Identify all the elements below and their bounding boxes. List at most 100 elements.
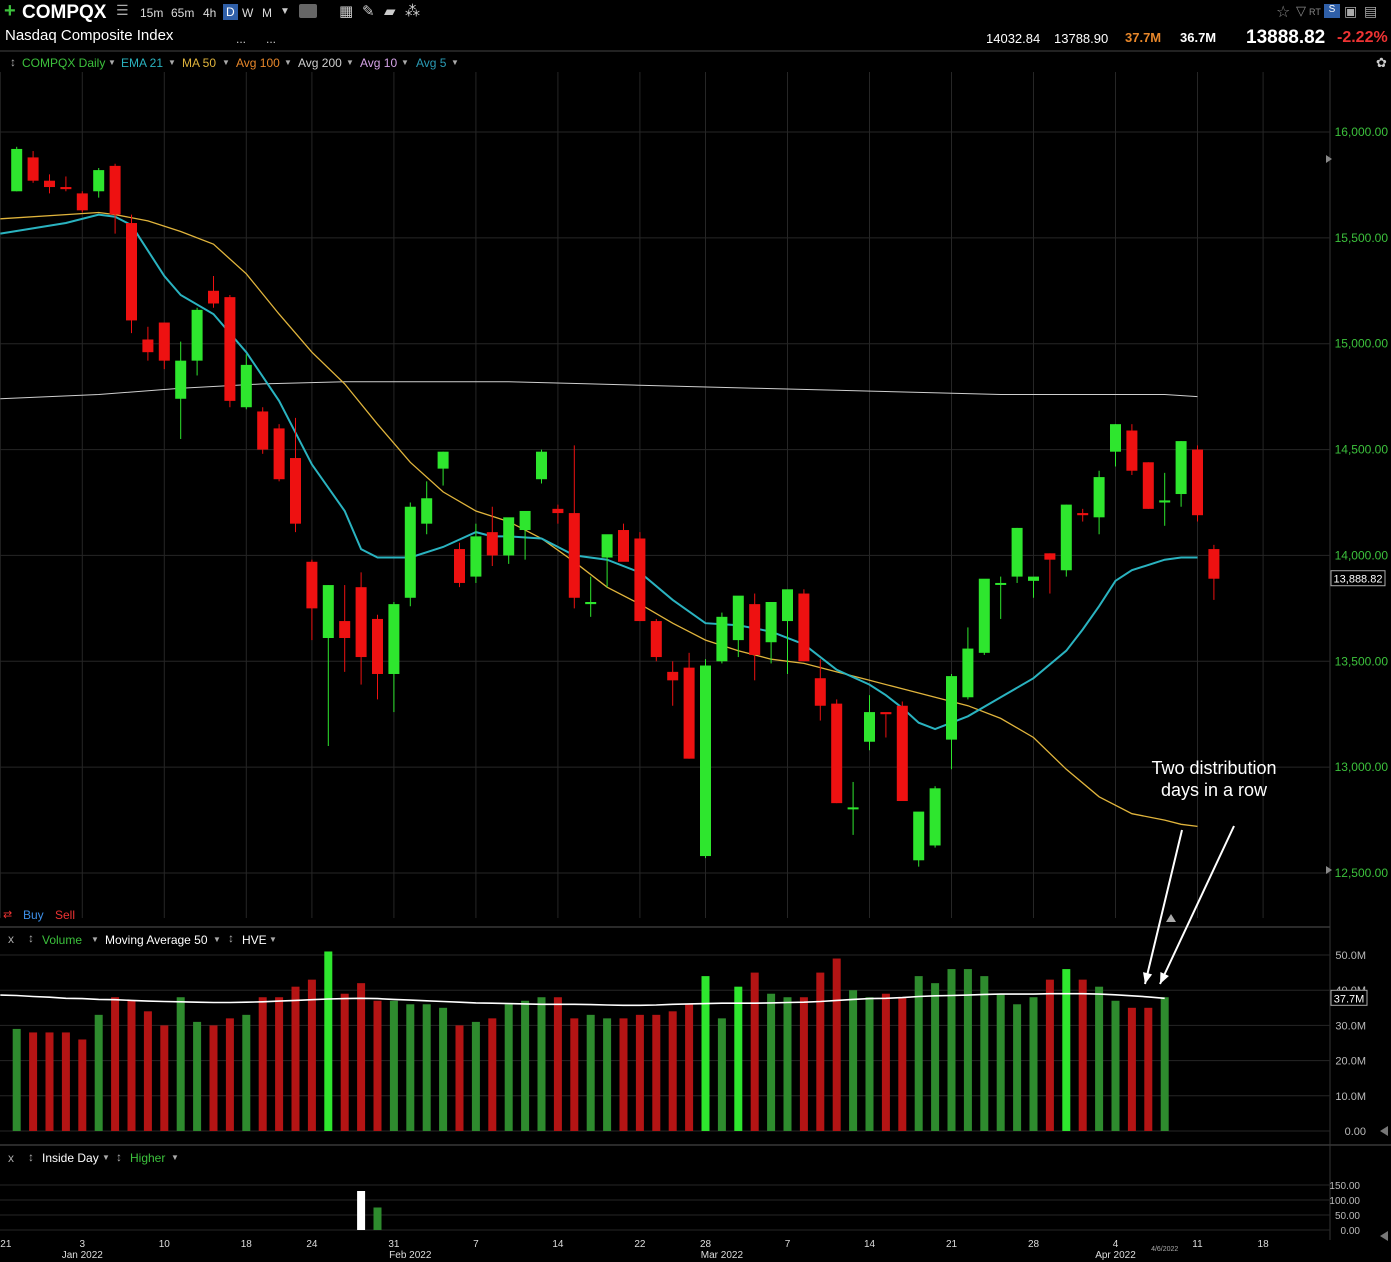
layers-icon[interactable]: ▰ <box>384 3 396 20</box>
quote-avg-volume: 36.7M <box>1180 30 1217 45</box>
legend-avg5[interactable]: Avg 5 <box>416 56 447 70</box>
volume-bar <box>521 1000 530 1131</box>
updown-icon: ↕ <box>28 1150 34 1164</box>
palette-icon[interactable]: ✿ <box>1376 55 1387 70</box>
candle-body <box>1028 576 1039 581</box>
volume-bar <box>504 1004 513 1131</box>
candle-body <box>552 508 564 514</box>
chevron-down-icon[interactable]: ▼ <box>451 58 459 67</box>
volume-bar <box>1144 1007 1153 1131</box>
chevron-down-icon[interactable]: ▼ <box>108 58 116 67</box>
list-icon[interactable]: ☰ <box>116 2 129 18</box>
candle-body <box>224 297 236 401</box>
chevron-down-icon[interactable]: ▼ <box>280 6 290 17</box>
template-icon[interactable] <box>299 4 317 18</box>
timeframe-daily[interactable]: D <box>223 4 238 20</box>
chevron-down-icon[interactable]: ▼ <box>171 1153 179 1162</box>
volume-bar <box>439 1007 448 1131</box>
chevron-down-icon[interactable]: ▼ <box>284 58 292 67</box>
add-symbol-icon[interactable]: + <box>4 0 16 22</box>
volume-bar <box>1078 979 1087 1131</box>
candle-body <box>355 587 367 658</box>
settings-icon[interactable]: S <box>1324 4 1340 18</box>
volume-bar <box>734 986 743 1131</box>
candle-body <box>1093 477 1105 518</box>
candle-body <box>995 582 1007 585</box>
candle-body <box>60 187 72 190</box>
volume-bar <box>553 997 562 1131</box>
candle-body <box>372 618 383 674</box>
candle-body <box>732 595 744 641</box>
price-axis-label: 16,000.00 <box>1335 125 1389 139</box>
buy-button[interactable]: Buy <box>23 908 44 922</box>
volume-bar <box>898 997 907 1131</box>
annotation-line-1: Two distribution <box>1151 758 1277 778</box>
volume-bar <box>1029 997 1038 1131</box>
price-axis-label: 15,000.00 <box>1335 337 1389 351</box>
calculator-icon[interactable]: ▦ <box>339 3 354 20</box>
volume-bar <box>586 1014 595 1131</box>
date-tick-label: 11 <box>1192 1239 1203 1250</box>
volume-ma-label[interactable]: Moving Average 50 <box>105 933 208 947</box>
candle-body <box>716 616 728 662</box>
chevron-down-icon[interactable]: ▼ <box>346 58 354 67</box>
timeframe-monthly[interactable]: M <box>262 6 272 20</box>
share-icon[interactable]: ⁂ <box>405 3 420 20</box>
pencil-icon[interactable]: ✎ <box>362 3 375 20</box>
annotation-line-2: days in a row <box>1160 780 1268 800</box>
price-axis-label: 13,000.00 <box>1335 760 1389 774</box>
legend-compqx-daily[interactable]: COMPQX Daily <box>22 56 106 70</box>
volume-close-button[interactable]: x <box>8 932 14 946</box>
higher-label[interactable]: Higher <box>130 1151 166 1165</box>
alert-icon[interactable]: ▽ <box>1296 3 1306 18</box>
star-icon[interactable]: ☆ <box>1276 4 1291 21</box>
hve-label[interactable]: HVE <box>242 933 267 947</box>
chevron-down-icon[interactable]: ▼ <box>102 1153 110 1162</box>
chevron-down-icon[interactable]: ▼ <box>222 58 230 67</box>
inside-day-bar <box>357 1191 366 1230</box>
chevron-down-icon[interactable]: ▼ <box>91 935 99 944</box>
volume-bar <box>635 1014 644 1131</box>
timeframe-4h[interactable]: 4h <box>203 6 217 20</box>
legend-avg10[interactable]: Avg 10 <box>360 56 398 70</box>
chevron-down-icon[interactable]: ▼ <box>168 58 176 67</box>
candle-body <box>814 678 826 706</box>
moving-averages <box>0 211 1198 828</box>
chevron-down-icon[interactable]: ▼ <box>213 935 221 944</box>
legend-avg200[interactable]: Avg 200 <box>298 56 342 70</box>
timeframe-65m[interactable]: 65m <box>171 6 195 20</box>
inside-close-button[interactable]: x <box>8 1151 14 1165</box>
annotation-arrow-head <box>1143 972 1153 984</box>
buy-sell-icon[interactable]: ⇄ <box>3 909 13 921</box>
volume-bar <box>78 1039 87 1131</box>
sell-button[interactable]: Sell <box>55 908 76 922</box>
candle-body <box>896 705 908 802</box>
print-icon[interactable]: ▤ <box>1364 3 1378 19</box>
inside-day-label[interactable]: Inside Day <box>42 1151 99 1165</box>
date-tick-label: 2021 <box>0 1239 12 1250</box>
volume-bar <box>996 993 1005 1131</box>
legend-avg100[interactable]: Avg 100 <box>236 56 280 70</box>
volume-label[interactable]: Volume <box>42 933 83 947</box>
timeframe-15m[interactable]: 15m <box>140 6 164 20</box>
timeframe-weekly[interactable]: W <box>242 6 254 20</box>
chevron-down-icon[interactable]: ▼ <box>269 935 277 944</box>
volume-bar <box>61 1032 70 1131</box>
inside-axis-label: 50.00 <box>1335 1211 1360 1222</box>
inside-axis-label: 100.00 <box>1329 1196 1360 1207</box>
save-icon[interactable]: ▣ <box>1344 3 1358 19</box>
candle-body <box>536 451 547 480</box>
quote-high: 14032.84 <box>986 31 1041 46</box>
candlesticks <box>11 146 1220 867</box>
legend-ema21[interactable]: EMA 21 <box>121 56 164 70</box>
legend-ma50[interactable]: MA 50 <box>182 56 217 70</box>
updown-icon: ↕ <box>28 931 34 945</box>
date-tick-label: 18 <box>1258 1239 1270 1250</box>
volume-bar <box>570 1018 579 1131</box>
current-date-label: 4/6/2022 <box>1151 1246 1178 1253</box>
candle-body <box>76 193 88 211</box>
candle-body <box>847 807 859 810</box>
company-dots-1: ... <box>236 32 247 46</box>
chevron-down-icon[interactable]: ▼ <box>401 58 409 67</box>
